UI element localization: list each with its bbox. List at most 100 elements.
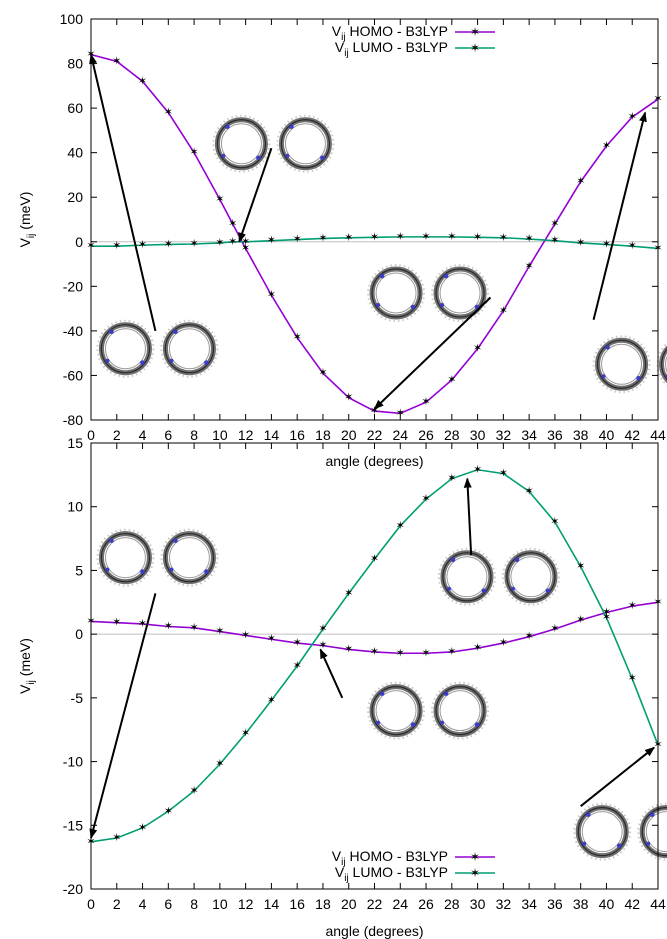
bottom-x-tick-label: 16 — [289, 896, 305, 912]
top-annotation-arrows — [89, 53, 647, 410]
bottom-data-point-lumo: ✶ — [396, 520, 405, 532]
bottom-chart-series: ✶ ✶ ✶ ✶ ✶ ✶ ✶ ✶ ✶ ✶ ✶ ✶ ✶ ✶ ✶ ✶ ✶✶✶✶✶✶ ✶✶ ✶✶✶✶✶✶✶✶✶✶✶✶✶✶✶ ✶… — [86, 464, 662, 848]
top-y-tick-label: 0 — [75, 234, 83, 250]
bottom-annotation-arrows — [89, 477, 655, 839]
bottom-data-point-homo: ✶ — [421, 647, 430, 659]
bottom-data-point-lumo: ✶ — [499, 468, 508, 480]
top-series-line-lumo — [91, 236, 659, 250]
bottom-series-line-lumo — [90, 468, 659, 843]
bottom-data-point-lumo: ✶ — [241, 728, 250, 740]
bottom-y-tick-label: 5 — [75, 562, 83, 578]
top-data-point-lumo: ✶ — [525, 233, 534, 245]
bottom-data-point-lumo: ✶ — [318, 623, 327, 635]
top-series-line-homo — [90, 53, 659, 415]
bottom-x-tick-label: 28 — [444, 896, 460, 912]
top-x-tick-label: 14 — [264, 427, 280, 443]
bottom-annotation-arrow — [319, 648, 344, 699]
top-data-point-homo: ✶ — [576, 176, 585, 188]
top-x-tick-label: 34 — [521, 427, 537, 443]
top-data-point-lumo: ✶ — [241, 236, 250, 248]
top-data-point-lumo: ✶ — [370, 231, 379, 243]
top-y-tick-label: -40 — [63, 323, 83, 339]
top-annotation-arrow — [238, 147, 273, 243]
bottom-data-point-homo: ✶ — [396, 647, 405, 659]
top-chart-panel: ✶ ✶ ✶ ✶ ✶ ✶ ✶ ✶ ✶ ✶ ✶ ✶ ✶ ✶ ✶ ✶ ✶ ✶ ✶ ✶ ✶ ✶ ✶ ✶ ✶ ✶ ✶ ✶ ✶ ✶ ✶ ✶ ✶ ✶ ✶ ✶ ✶ ✶ ✶ ✶… — [17, 11, 667, 469]
bottom-y-axis-label: Vij (meV) — [17, 638, 37, 694]
bottom-data-point-homo: ✶ — [370, 646, 379, 658]
top-data-point-homo: ✶ — [396, 407, 405, 419]
top-legend-label-lumo: Vij LUMO - B3LYP — [335, 39, 448, 59]
bottom-data-point-homo: ✶ — [318, 640, 327, 652]
bottom-y-tick-label: 15 — [67, 435, 83, 451]
bottom-data-point-homo: ✶ — [473, 642, 482, 654]
bottom-data-point-homo: ✶ — [138, 618, 147, 630]
top-x-tick-label: 8 — [190, 427, 198, 443]
top-x-tick-label: 24 — [392, 427, 408, 443]
bottom-y-axis-ticks: -20 -15 -10 -5 0 5 10 15 — [63, 435, 658, 897]
top-plot-frame — [90, 18, 659, 421]
bottom-annotation-arrow — [580, 746, 655, 807]
bottom-data-point-homo: ✶ — [602, 606, 611, 618]
top-molecule-pair-image — [594, 336, 667, 392]
top-y-axis-ticks: -80 -60 -40 -20 0 20 40 60 80 100 — [60, 11, 658, 428]
top-x-tick-label: 28 — [444, 427, 460, 443]
top-data-point-homo: ✶ — [112, 55, 121, 67]
bottom-x-tick-label: 22 — [367, 896, 383, 912]
bottom-legend-marker-lumo: ✶ — [470, 866, 480, 880]
top-legend: Vij HOMO - B3LYP ✶ Vij LUMO - B3LYP ✶ — [332, 23, 495, 59]
top-y-tick-label: -60 — [63, 367, 83, 383]
top-y-tick-label: 20 — [67, 189, 83, 205]
top-data-point-homo: ✶ — [550, 218, 559, 230]
bottom-data-point-lumo: ✶ — [344, 587, 353, 599]
bottom-molecule-pair-image — [574, 804, 667, 860]
bottom-x-axis-ticks: 0 2 4 6 8 10 12 14 16 18 20 22 24 26 28 30 32 34 36 38 40 42 4… — [87, 443, 666, 912]
bottom-data-point-lumo: ✶ — [602, 612, 611, 624]
bottom-data-point-lumo: ✶ — [138, 822, 147, 834]
bottom-y-tick-label: 0 — [75, 626, 83, 642]
bottom-data-point-lumo: ✶ — [473, 464, 482, 476]
top-x-tick-label: 22 — [367, 427, 383, 443]
bottom-x-tick-label: 40 — [599, 896, 615, 912]
top-x-tick-label: 0 — [87, 427, 95, 443]
top-x-tick-label: 32 — [496, 427, 512, 443]
top-x-tick-label: 38 — [573, 427, 589, 443]
top-x-tick-label: 42 — [624, 427, 640, 443]
bottom-x-tick-label: 20 — [341, 896, 357, 912]
top-molecule-images — [97, 116, 667, 393]
bottom-data-point-homo: ✶ — [112, 617, 121, 629]
top-data-point-homo: ✶ — [164, 107, 173, 119]
bottom-x-tick-label: 36 — [547, 896, 563, 912]
top-x-tick-label: 40 — [599, 427, 615, 443]
bottom-series-line-homo — [90, 601, 659, 655]
top-data-point-lumo: ✶ — [215, 237, 224, 249]
top-data-point-lumo: ✶ — [228, 236, 237, 248]
bottom-x-tick-label: 42 — [624, 896, 640, 912]
bottom-x-tick-label: 12 — [238, 896, 254, 912]
top-y-tick-label: 100 — [60, 11, 84, 27]
top-x-tick-label: 10 — [212, 427, 228, 443]
bottom-data-point-homo: ✶ — [576, 614, 585, 626]
top-data-point-lumo: ✶ — [344, 232, 353, 244]
bottom-data-point-homo: ✶ — [344, 643, 353, 655]
bottom-data-point-lumo: ✶ — [189, 785, 198, 797]
bottom-x-tick-label: 44 — [650, 896, 666, 912]
top-data-point-homo: ✶ — [628, 111, 637, 123]
bottom-y-tick-label: -15 — [63, 817, 83, 833]
top-data-point-lumo: ✶ — [447, 231, 456, 243]
bottom-legend-marker-homo: ✶ — [470, 850, 480, 864]
top-data-point-homo: ✶ — [473, 343, 482, 355]
top-x-tick-label: 12 — [238, 427, 254, 443]
bottom-data-point-homo: ✶ — [550, 623, 559, 635]
top-data-point-homo: ✶ — [602, 140, 611, 152]
top-data-point-homo: ✶ — [228, 218, 237, 230]
top-x-tick-label: 18 — [315, 427, 331, 443]
bottom-annotation-arrow — [463, 477, 473, 556]
bottom-data-point-lumo: ✶ — [112, 832, 121, 844]
top-x-axis-ticks: 0 2 4 6 8 10 12 14 16 18 20 22 24 26 28 30 32 34 36 38 40 42 4… — [87, 19, 666, 443]
bottom-y-tick-label: -20 — [63, 881, 83, 897]
top-annotation-arrow — [373, 296, 492, 410]
top-legend-label-homo: Vij HOMO - B3LYP — [332, 23, 448, 43]
bottom-data-point-homo: ✶ — [164, 620, 173, 632]
bottom-data-point-lumo: ✶ — [447, 473, 456, 485]
top-data-point-lumo: ✶ — [628, 240, 637, 252]
